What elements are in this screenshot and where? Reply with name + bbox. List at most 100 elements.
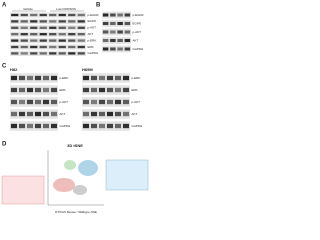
- band: [42, 99, 50, 105]
- band: [30, 26, 38, 29]
- band: [114, 99, 122, 105]
- band: [20, 45, 28, 49]
- band: [26, 99, 34, 105]
- band: [10, 123, 18, 129]
- band: [30, 45, 38, 49]
- band: [68, 13, 76, 17]
- band: [77, 20, 85, 23]
- band: [58, 39, 66, 42]
- band: [68, 20, 76, 23]
- band: [26, 75, 34, 81]
- cluster: [64, 160, 76, 170]
- row-label: p-AKT: [132, 100, 141, 104]
- x-axis-label: DTX/AS Mouse / Wildtype NSE: [55, 210, 97, 214]
- band: [77, 33, 85, 36]
- band: [110, 38, 116, 43]
- blot-strip: [82, 85, 130, 95]
- band: [98, 75, 106, 81]
- band: [39, 33, 47, 36]
- band: [49, 33, 57, 36]
- band: [18, 87, 26, 93]
- cluster: [53, 178, 75, 192]
- blot-strip: [102, 45, 131, 53]
- band: [90, 111, 98, 117]
- band: [20, 13, 28, 17]
- band: [11, 20, 19, 23]
- band: [18, 99, 26, 105]
- band: [11, 26, 19, 29]
- band: [50, 87, 58, 93]
- band: [11, 39, 19, 42]
- blot-strip: [102, 28, 131, 36]
- band: [50, 111, 58, 117]
- band: [124, 30, 131, 34]
- band: [50, 75, 58, 81]
- panel-letter: D: [2, 142, 7, 148]
- annotation-box: [105, 159, 149, 191]
- band: [42, 111, 50, 117]
- row-label: p-AKT: [88, 26, 97, 30]
- band: [114, 75, 122, 81]
- blot-strip: [82, 121, 130, 131]
- cluster: [78, 160, 98, 176]
- band: [110, 30, 116, 34]
- band: [42, 87, 50, 93]
- band: [90, 87, 98, 93]
- blot-strip: [102, 37, 131, 44]
- blot-strip: [10, 44, 86, 50]
- band: [82, 111, 90, 117]
- band: [20, 52, 28, 55]
- group-label: Vehicle: [23, 7, 33, 11]
- row-label: p-ERK: [88, 38, 97, 42]
- band: [18, 123, 26, 129]
- band: [102, 21, 109, 26]
- band: [39, 26, 47, 29]
- band: [122, 87, 130, 93]
- band: [110, 47, 116, 51]
- band: [50, 123, 58, 129]
- row-label: AKT: [60, 112, 66, 116]
- row-label: p-ERK: [60, 76, 69, 80]
- band: [77, 13, 85, 17]
- row-label: EGFR: [133, 21, 142, 25]
- band: [34, 111, 42, 117]
- band: [20, 20, 28, 23]
- band: [42, 123, 50, 129]
- figure: A B C D 3D tSNE DTX/AS Mouse / Wildtype …: [0, 0, 150, 222]
- row-label: GAPDH: [133, 47, 144, 51]
- band: [124, 38, 131, 43]
- band: [106, 111, 114, 117]
- band: [117, 21, 123, 26]
- band: [34, 87, 42, 93]
- band: [26, 87, 34, 93]
- band: [77, 52, 85, 55]
- group-label: Low DXR/SNS: [56, 7, 76, 11]
- band: [68, 33, 76, 36]
- band: [122, 99, 130, 105]
- band: [11, 33, 19, 36]
- band: [77, 26, 85, 29]
- blot-strip: [82, 109, 130, 119]
- band: [122, 123, 130, 129]
- blot-strip: [102, 20, 131, 27]
- band: [49, 13, 57, 17]
- band: [98, 99, 106, 105]
- panel-letter: C: [2, 64, 7, 70]
- row-label: p-EGFR: [88, 13, 100, 17]
- band: [58, 45, 66, 49]
- band: [10, 111, 18, 117]
- panel-letter: B: [96, 3, 101, 9]
- blot-strip: [10, 109, 58, 119]
- band: [114, 87, 122, 93]
- band: [124, 47, 131, 51]
- row-label: p-AKT: [133, 30, 142, 34]
- blot-strip: [82, 97, 130, 107]
- blot-strip: [10, 25, 86, 31]
- band: [117, 38, 123, 43]
- band: [68, 52, 76, 55]
- row-label: GAPDH: [60, 124, 71, 128]
- band: [106, 99, 114, 105]
- band: [117, 47, 123, 51]
- row-label: ERK: [132, 88, 138, 92]
- band: [26, 111, 34, 117]
